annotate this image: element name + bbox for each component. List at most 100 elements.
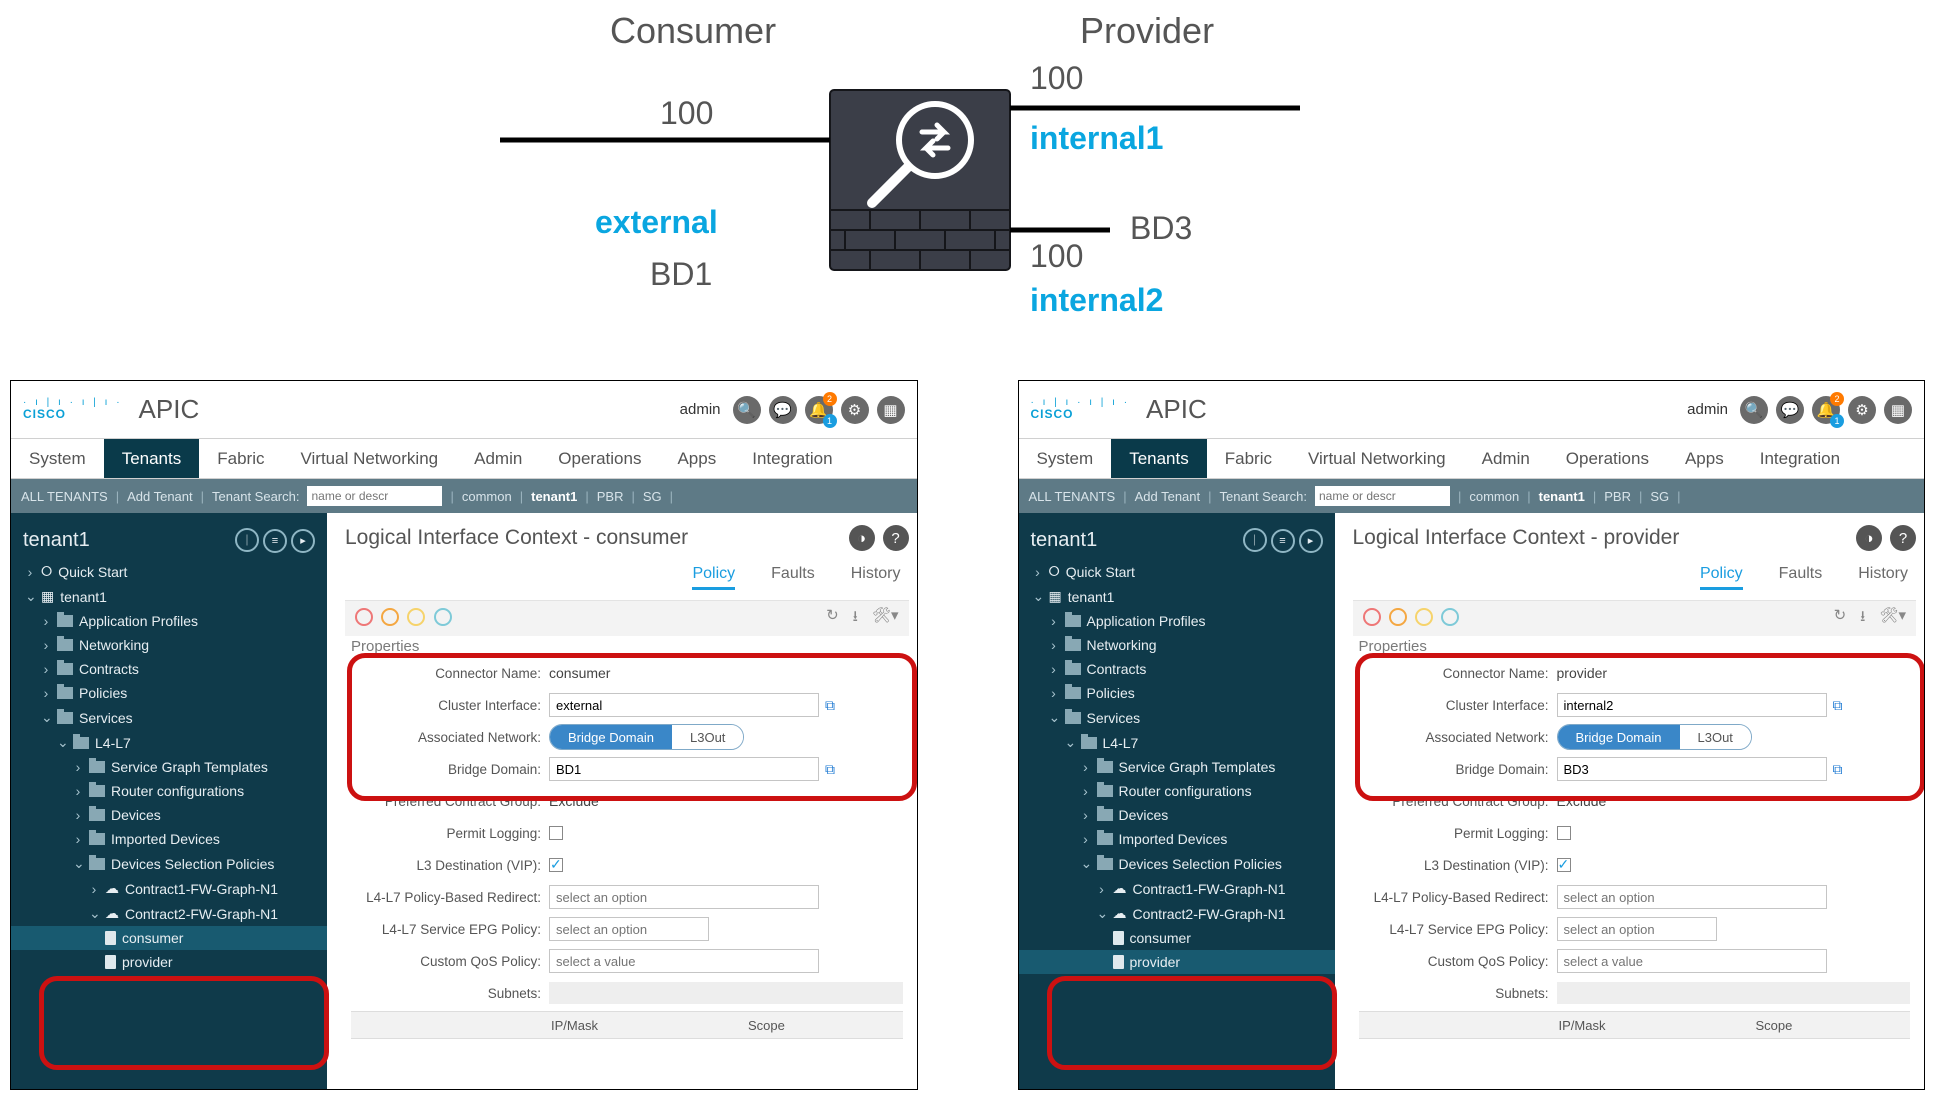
search-icon[interactable]: 🔍: [733, 396, 761, 424]
crumb-sg[interactable]: SG: [1650, 489, 1669, 504]
all-tenants-link[interactable]: ALL TENANTS: [21, 489, 108, 504]
refresh-icon[interactable]: ↻: [1834, 606, 1847, 631]
tab-policy[interactable]: Policy: [1700, 565, 1743, 590]
sb-router-cfg[interactable]: › Router configurations: [1019, 779, 1335, 803]
sb-leaf-consumer[interactable]: consumer: [11, 926, 327, 950]
crumb-tenant1[interactable]: tenant1: [1539, 489, 1585, 504]
sb-services[interactable]: ⌄ Services: [11, 705, 327, 730]
crumb-common[interactable]: common: [1469, 489, 1519, 504]
sb-networking[interactable]: › Networking: [11, 633, 327, 657]
tab-history[interactable]: History: [851, 565, 901, 590]
crumb-sg[interactable]: SG: [643, 489, 662, 504]
sb-contract1[interactable]: ›☁ Contract1-FW-Graph-N1: [1019, 876, 1335, 901]
tab-integration[interactable]: Integration: [1742, 439, 1858, 478]
apps-icon[interactable]: ▦: [1884, 396, 1912, 424]
sb-contract1[interactable]: ›☁ Contract1-FW-Graph-N1: [11, 876, 327, 901]
sb-imported-devices[interactable]: › Imported Devices: [11, 827, 327, 851]
sb-tenant[interactable]: ⌄▦ tenant1: [11, 584, 327, 609]
sb-policies[interactable]: › Policies: [11, 681, 327, 705]
all-tenants-link[interactable]: ALL TENANTS: [1029, 489, 1116, 504]
settings-icon[interactable]: ⚙: [1848, 396, 1876, 424]
input-qos[interactable]: [549, 949, 819, 973]
sb-policies[interactable]: › Policies: [1019, 681, 1335, 705]
settings-icon[interactable]: ⚙: [841, 396, 869, 424]
sb-app-profiles[interactable]: › Application Profiles: [1019, 609, 1335, 633]
chk-permit-log[interactable]: [549, 826, 563, 840]
tab-fabric[interactable]: Fabric: [1207, 439, 1290, 478]
sb-l4l7[interactable]: ⌄ L4-L7: [11, 730, 327, 755]
chk-l3dest[interactable]: [1557, 858, 1571, 872]
help-icon[interactable]: ?: [1890, 525, 1916, 551]
sb-ring-2[interactable]: ≡: [1271, 529, 1295, 553]
sb-dsp[interactable]: ⌄ Devices Selection Policies: [1019, 851, 1335, 876]
sb-networking[interactable]: › Networking: [1019, 633, 1335, 657]
assoc-net-segment[interactable]: Bridge DomainL3Out: [549, 724, 744, 750]
input-l47epg[interactable]: [549, 917, 709, 941]
sb-quick-start[interactable]: ›⭘ Quick Start: [1019, 559, 1335, 584]
help-icon[interactable]: ?: [883, 525, 909, 551]
tab-operations[interactable]: Operations: [1548, 439, 1667, 478]
crumb-common[interactable]: common: [462, 489, 512, 504]
sb-contract2[interactable]: ⌄☁ Contract2-FW-Graph-N1: [1019, 901, 1335, 926]
chk-permit-log[interactable]: [1557, 826, 1571, 840]
sb-services[interactable]: ⌄ Services: [1019, 705, 1335, 730]
chat-icon[interactable]: 💬: [1776, 396, 1804, 424]
assoc-net-segment[interactable]: Bridge DomainL3Out: [1557, 724, 1752, 750]
seg-l3out[interactable]: L3Out: [672, 725, 743, 749]
input-bd[interactable]: [1557, 757, 1827, 781]
sb-leaf-consumer[interactable]: consumer: [1019, 926, 1335, 950]
sb-devices[interactable]: › Devices: [11, 803, 327, 827]
tab-fabric[interactable]: Fabric: [199, 439, 282, 478]
fault-major-icon[interactable]: [1389, 608, 1407, 626]
sb-ring-2[interactable]: ≡: [263, 529, 287, 553]
sb-router-cfg[interactable]: › Router configurations: [11, 779, 327, 803]
user-label[interactable]: admin: [680, 401, 721, 418]
tab-system[interactable]: System: [11, 439, 104, 478]
tab-integration[interactable]: Integration: [734, 439, 850, 478]
crumb-pbr[interactable]: PBR: [597, 489, 624, 504]
tab-tenants[interactable]: Tenants: [1111, 439, 1207, 478]
fault-minor-icon[interactable]: [407, 608, 425, 626]
bookmark-icon[interactable]: ◑: [1856, 525, 1882, 551]
sb-ring-3[interactable]: ▸: [1299, 529, 1323, 553]
sb-contracts[interactable]: › Contracts: [11, 657, 327, 681]
apps-icon[interactable]: ▦: [877, 396, 905, 424]
tab-virtual-networking[interactable]: Virtual Networking: [1290, 439, 1464, 478]
seg-l3out[interactable]: L3Out: [1680, 725, 1751, 749]
sb-ring-3[interactable]: ▸: [291, 529, 315, 553]
fault-major-icon[interactable]: [381, 608, 399, 626]
chk-l3dest[interactable]: [549, 858, 563, 872]
sb-contracts[interactable]: › Contracts: [1019, 657, 1335, 681]
tab-faults[interactable]: Faults: [1779, 565, 1823, 590]
tab-history[interactable]: History: [1858, 565, 1908, 590]
sb-contract2[interactable]: ⌄☁ Contract2-FW-Graph-N1: [11, 901, 327, 926]
sb-imported-devices[interactable]: › Imported Devices: [1019, 827, 1335, 851]
add-tenant-link[interactable]: Add Tenant: [1135, 489, 1201, 504]
alerts-icon[interactable]: 🔔: [1812, 396, 1840, 424]
sb-dsp[interactable]: ⌄ Devices Selection Policies: [11, 851, 327, 876]
sb-sgt[interactable]: › Service Graph Templates: [1019, 755, 1335, 779]
input-l47epg[interactable]: [1557, 917, 1717, 941]
sb-devices[interactable]: › Devices: [1019, 803, 1335, 827]
sb-leaf-provider[interactable]: provider: [11, 950, 327, 974]
fault-info-icon[interactable]: [1441, 608, 1459, 626]
input-bd[interactable]: [549, 757, 819, 781]
sb-quick-start[interactable]: ›⭘ Quick Start: [11, 559, 327, 584]
open-icon[interactable]: ⧉: [1833, 697, 1843, 714]
fault-info-icon[interactable]: [434, 608, 452, 626]
sb-sgt[interactable]: › Service Graph Templates: [11, 755, 327, 779]
tab-policy[interactable]: Policy: [692, 565, 735, 590]
download-icon[interactable]: ⭳: [853, 606, 858, 631]
tab-admin[interactable]: Admin: [1464, 439, 1548, 478]
seg-bd[interactable]: Bridge Domain: [550, 725, 672, 749]
sb-app-profiles[interactable]: › Application Profiles: [11, 609, 327, 633]
input-cluster-if[interactable]: [549, 693, 819, 717]
open-icon[interactable]: ⧉: [1833, 761, 1843, 778]
sb-tenant[interactable]: ⌄▦ tenant1: [1019, 584, 1335, 609]
tab-operations[interactable]: Operations: [540, 439, 659, 478]
tenant-search-input[interactable]: [1315, 486, 1450, 506]
sb-l4l7[interactable]: ⌄ L4-L7: [1019, 730, 1335, 755]
tab-admin[interactable]: Admin: [456, 439, 540, 478]
user-label[interactable]: admin: [1687, 401, 1728, 418]
tenant-search-input[interactable]: [307, 486, 442, 506]
